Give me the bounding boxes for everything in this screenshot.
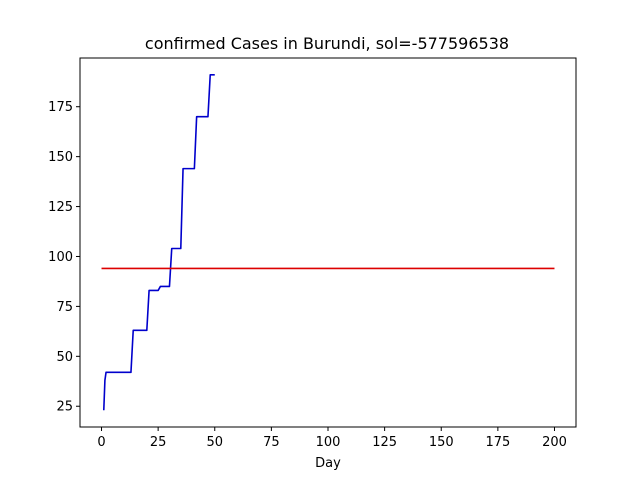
x-tick-label: 100 <box>316 435 341 450</box>
x-tick-label: 50 <box>206 435 223 450</box>
x-tick-label: 0 <box>97 435 105 450</box>
x-tick-label: 175 <box>485 435 510 450</box>
series-layer <box>101 73 555 411</box>
y-tick-label: 100 <box>48 250 73 265</box>
y-tick-label: 50 <box>56 350 73 365</box>
x-axis-ticks: 0 25 50 75 100 125 150 175 200 <box>97 427 567 450</box>
plot-frame <box>79 57 577 428</box>
x-tick-label: 200 <box>542 435 567 450</box>
chart-title: confirmed Cases in Burundi, sol=-5775965… <box>145 34 509 53</box>
y-tick-label: 150 <box>48 150 73 165</box>
x-tick-label: 125 <box>372 435 397 450</box>
series-line-0 <box>102 73 215 411</box>
x-axis-label: Day <box>315 456 341 471</box>
x-tick-label: 25 <box>150 435 167 450</box>
x-tick-label: 150 <box>429 435 454 450</box>
x-tick-label: 75 <box>263 435 280 450</box>
y-tick-label: 175 <box>48 100 73 115</box>
y-tick-label: 125 <box>48 200 73 215</box>
y-tick-label: 25 <box>56 400 73 415</box>
y-axis-ticks: 25 50 75 100 125 150 175 <box>48 100 80 415</box>
y-tick-label: 75 <box>56 300 73 315</box>
